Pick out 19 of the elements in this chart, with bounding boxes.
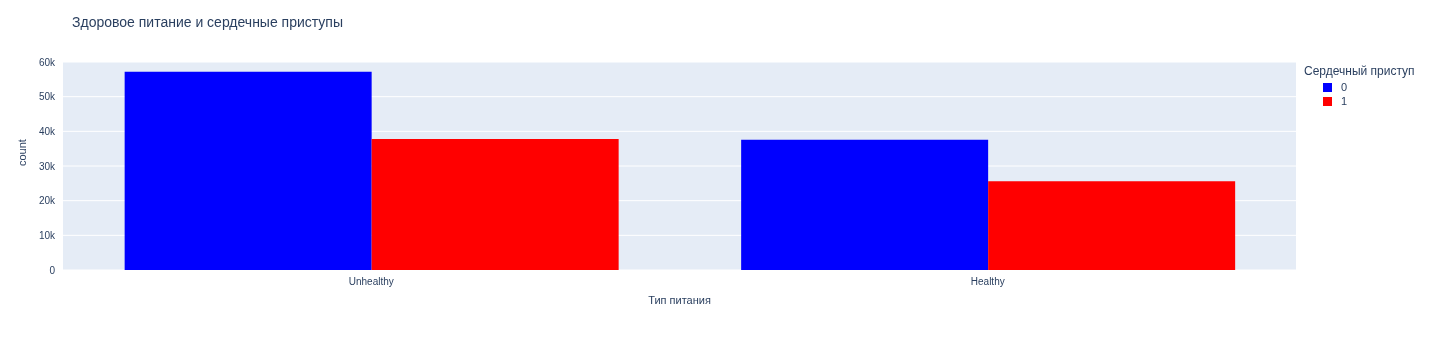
y-tick-label: 50k xyxy=(38,91,56,103)
y-tick-label: 30k xyxy=(38,160,56,172)
legend-label: 0 xyxy=(1341,80,1348,94)
bar xyxy=(988,181,1236,270)
y-tick-label: 60k xyxy=(38,56,56,68)
bar xyxy=(371,138,619,270)
y-tick-label: 10k xyxy=(38,229,56,241)
legend-label: 1 xyxy=(1341,94,1348,108)
legend-title: Сердечный приступ xyxy=(1304,64,1415,78)
y-tick-label: 40k xyxy=(38,125,56,137)
x-axis-title: Тип питания xyxy=(648,294,711,306)
bar xyxy=(741,139,989,270)
y-tick-label: 0 xyxy=(49,264,56,276)
x-tick-label: Unhealthy xyxy=(348,276,394,288)
x-tick-label: Healthy xyxy=(970,276,1005,288)
y-tick-label: 20k xyxy=(38,195,56,207)
chart-title: Здоровое питание и сердечные приступы xyxy=(72,14,344,30)
bar xyxy=(124,71,372,270)
y-axis-title: count xyxy=(15,139,28,166)
